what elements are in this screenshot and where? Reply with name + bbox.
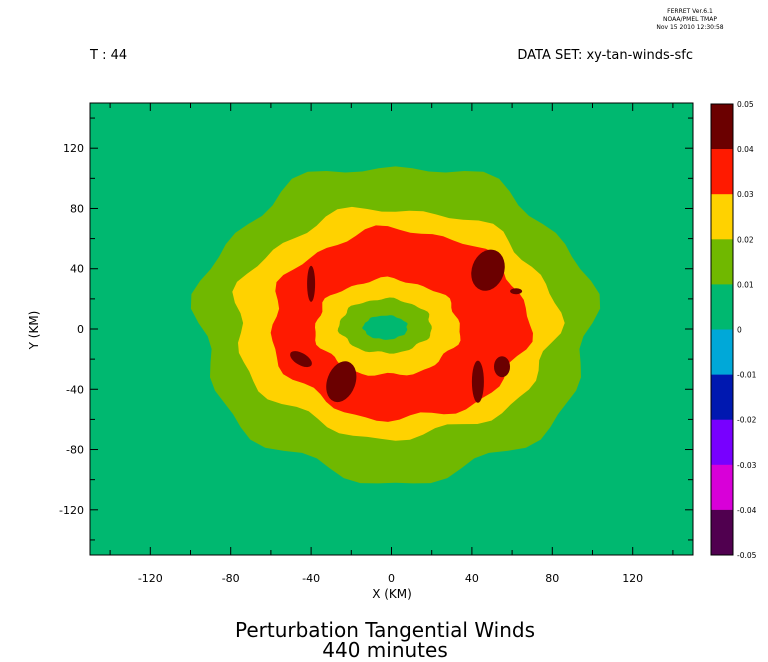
org-label: NOAA/PMEL TMAP	[663, 16, 717, 23]
x-tick-label: 0	[388, 572, 395, 585]
contour-band-5	[362, 315, 408, 340]
timestamp-label: Nov 15 2010 12:30:58	[656, 24, 723, 31]
maximum-blob-6	[307, 265, 316, 302]
y-tick-label: 80	[70, 202, 84, 215]
time-label: T : 44	[89, 48, 127, 63]
x-tick-label: 80	[545, 572, 559, 585]
colorbar-label-3: 0.02	[737, 235, 754, 244]
colorbar-label-2: 0.03	[737, 190, 754, 199]
x-tick-label: -120	[138, 572, 163, 585]
colorbar-swatch-7	[711, 419, 733, 466]
y-axis-label: Y (KM)	[27, 311, 41, 351]
maximum-blob-1	[510, 288, 523, 295]
colorbar-swatch-1	[711, 149, 733, 195]
x-tick-label: -80	[222, 572, 240, 585]
chart-title: Perturbation Tangential Winds	[235, 618, 535, 642]
maximum-blob-5	[326, 361, 357, 403]
colorbar: 0.05 0.04 0.03 0.02 0.01 0 -0.01 -0.02 -0.03 -0.0…	[710, 100, 757, 560]
dataset-label: DATA SET: xy-tan-winds-sfc	[517, 48, 693, 63]
colorbar-label-7: -0.02	[737, 416, 757, 425]
colorbar-label-10: -0.05	[737, 551, 757, 560]
colorbar-label-6: -0.01	[737, 371, 757, 380]
colorbar-swatch-5	[711, 329, 733, 375]
y-tick-label: 40	[70, 263, 84, 276]
maximum-blob-4	[290, 351, 312, 368]
maximum-blob-2	[494, 356, 510, 378]
colorbar-label-0: 0.05	[737, 100, 754, 109]
chart-subtitle: 440 minutes	[322, 638, 448, 662]
colorbar-swatch-0	[711, 104, 733, 150]
x-tick-label: -40	[302, 572, 320, 585]
y-tick-label: -40	[66, 383, 84, 396]
colorbar-swatch-3	[711, 239, 733, 285]
colorbar-label-5: 0	[737, 326, 742, 335]
y-tick-label: 120	[63, 142, 84, 155]
x-tick-label: 40	[465, 572, 479, 585]
y-tick-label: -80	[66, 444, 84, 457]
colorbar-frame	[710, 103, 734, 556]
maximum-blob-0	[471, 249, 505, 291]
colorbar-label-9: -0.04	[737, 506, 757, 515]
colorbar-swatch-4	[711, 284, 733, 330]
y-tick-label: 0	[77, 323, 84, 336]
x-axis-label: X (KM)	[372, 587, 412, 601]
colorbar-swatch-6	[711, 374, 733, 420]
colorbar-swatch-9	[711, 509, 733, 556]
maximum-blob-3	[471, 360, 484, 403]
colorbar-label-8: -0.03	[737, 461, 757, 470]
colorbar-swatch-2	[711, 194, 733, 240]
plot-area	[90, 103, 693, 555]
software-label: FERRET Ver.6.1	[667, 8, 713, 15]
colorbar-label-4: 0.01	[737, 280, 754, 289]
colorbar-label-1: 0.04	[737, 145, 754, 154]
y-tick-label: -120	[59, 504, 84, 517]
colorbar-swatch-8	[711, 464, 733, 511]
x-tick-label: 120	[622, 572, 643, 585]
